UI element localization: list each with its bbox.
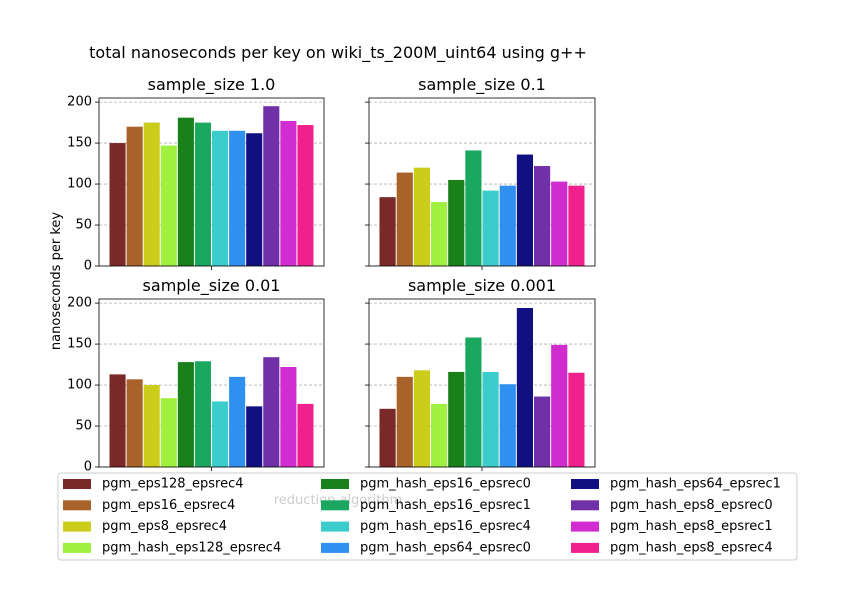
bar [413, 370, 430, 467]
bar [160, 398, 177, 467]
y-tick-label: 0 [84, 259, 92, 274]
legend-swatch [321, 500, 349, 511]
bar [534, 396, 551, 467]
legend-swatch [571, 521, 599, 532]
bar [229, 130, 246, 266]
bar [448, 179, 465, 266]
y-tick-label: 150 [67, 136, 92, 151]
bar [482, 190, 499, 266]
bar [568, 185, 585, 266]
legend-swatch [63, 521, 91, 532]
bar [431, 403, 448, 467]
bar [177, 362, 194, 467]
bar [126, 126, 143, 267]
bar [194, 361, 211, 467]
legend-label: pgm_hash_eps8_epsrec4 [610, 540, 773, 555]
y-tick-label: 0 [84, 460, 92, 475]
legend-label: pgm_hash_eps16_epsrec1 [360, 498, 531, 513]
legend-label: pgm_hash_eps8_epsrec0 [610, 498, 773, 513]
bar [143, 122, 160, 267]
legend-label: pgm_eps128_epsrec4 [102, 477, 244, 492]
bar [551, 344, 568, 467]
legend-swatch [63, 479, 91, 489]
bar [568, 372, 585, 467]
subplot-title: sample_size 0.001 [408, 276, 556, 296]
bar [229, 376, 246, 467]
bar [448, 371, 465, 467]
legend-frame [57, 472, 798, 561]
legend-swatch [321, 479, 349, 489]
bar [379, 197, 396, 266]
y-axis-label: nanoseconds per key [49, 212, 64, 350]
bar [143, 385, 160, 467]
bar [379, 408, 396, 467]
bar [431, 202, 448, 266]
bar [396, 376, 413, 467]
subplot-title: sample_size 1.0 [148, 75, 276, 95]
legend-label: pgm_hash_eps8_epsrec1 [610, 519, 773, 534]
legend-label: pgm_eps8_epsrec4 [102, 519, 227, 534]
bar [297, 125, 314, 266]
legend-label: pgm_hash_eps64_epsrec1 [610, 477, 781, 492]
bar [499, 185, 516, 266]
bar [465, 337, 482, 467]
y-tick-label: 50 [75, 218, 92, 233]
bar [177, 117, 194, 266]
legend-label: pgm_hash_eps128_epsrec4 [102, 540, 281, 555]
bar [263, 106, 280, 266]
bar [212, 130, 229, 266]
axes-frame [98, 298, 325, 468]
subplot-title: sample_size 0.01 [143, 276, 281, 296]
bar [280, 120, 297, 266]
bar [482, 371, 499, 467]
legend-swatch [571, 479, 599, 489]
y-tick-label: 100 [67, 177, 92, 192]
legend-swatch [63, 542, 91, 553]
legend-swatch [321, 542, 349, 553]
subplot-title: sample_size 0.1 [418, 75, 546, 95]
legend-label: pgm_hash_eps16_epsrec4 [360, 519, 531, 534]
bar [160, 145, 177, 266]
legend-swatch [571, 542, 599, 553]
axes-frame [98, 97, 325, 267]
bar [516, 308, 533, 467]
legend-swatch [321, 521, 349, 532]
bar [280, 367, 297, 467]
legend-swatch [63, 500, 91, 511]
legend-label: pgm_hash_eps16_epsrec0 [360, 477, 531, 492]
bar [551, 181, 568, 266]
bar [109, 143, 126, 266]
y-tick-label: 50 [75, 419, 92, 434]
bar [396, 172, 413, 266]
legend-label: pgm_hash_eps64_epsrec0 [360, 540, 531, 555]
bar [246, 406, 263, 467]
legend-swatch [571, 500, 599, 511]
bar [516, 154, 533, 266]
bar [413, 167, 430, 266]
bar [534, 166, 551, 266]
legend: pgm_eps128_epsrec4 pgm_eps16_epsrec4 pgm_e… [57, 472, 798, 561]
bar [194, 122, 211, 267]
bar [465, 150, 482, 266]
y-tick-label: 100 [67, 378, 92, 393]
bar [212, 401, 229, 467]
bar [263, 357, 280, 467]
bar [126, 379, 143, 467]
axes-frame [368, 298, 596, 468]
y-tick-label: 150 [67, 337, 92, 352]
bar [246, 133, 263, 266]
y-tick-label: 200 [67, 95, 92, 110]
y-tick-label: 200 [67, 296, 92, 311]
bar [297, 403, 314, 467]
bar [499, 384, 516, 467]
bar [109, 374, 126, 467]
legend-label: pgm_eps16_epsrec4 [102, 498, 235, 513]
axes-frame [368, 97, 596, 267]
figure-title: total nanoseconds per key on wiki_ts_200… [89, 43, 587, 63]
